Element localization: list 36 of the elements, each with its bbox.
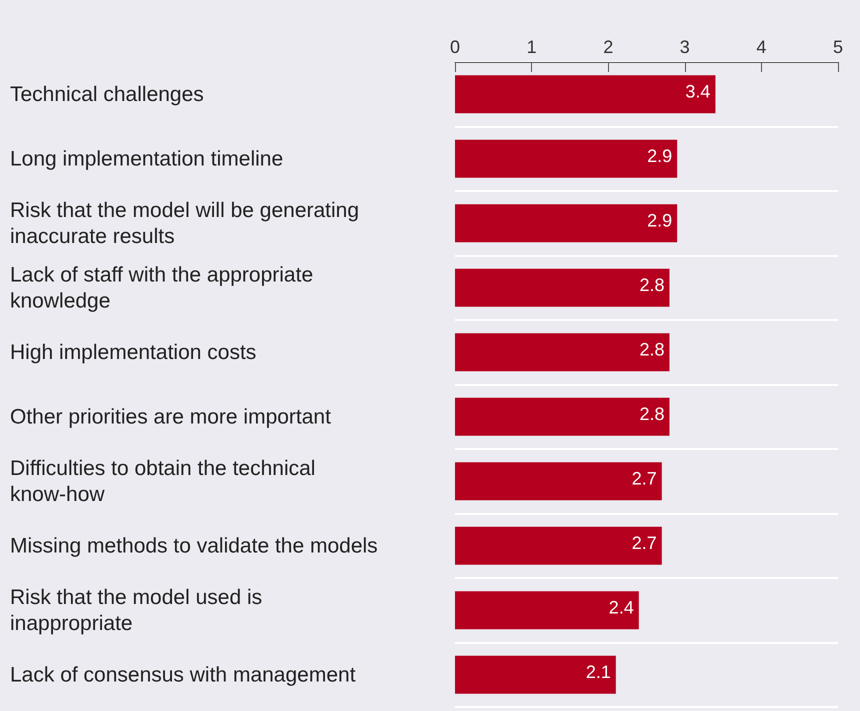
x-tick-label: 2 (603, 37, 614, 57)
bar (455, 204, 678, 242)
y-tick-label: Lack of consensus with management (10, 663, 356, 686)
bar (455, 591, 639, 630)
bar (455, 656, 616, 694)
data-label: 2.8 (639, 274, 664, 295)
y-tick-label: Technical challenges (10, 82, 204, 106)
bar (455, 398, 670, 436)
x-tick-label: 4 (756, 37, 766, 57)
data-label: 2.7 (632, 468, 657, 488)
data-label: 2.9 (647, 210, 672, 230)
y-tick-label: Long implementation timeline (10, 147, 284, 170)
data-label: 2.9 (647, 146, 672, 166)
bar (455, 268, 670, 307)
data-label: 2.4 (608, 597, 634, 618)
data-label: 2.8 (639, 339, 664, 360)
y-tick-label: Lack of staff with the appropriate knowledge (10, 263, 319, 312)
bar (455, 462, 662, 500)
data-label: 2.7 (632, 532, 657, 553)
bar (455, 526, 662, 565)
y-tick-label: Missing methods to validate the models (10, 534, 378, 558)
x-tick-label: 3 (680, 37, 690, 57)
bar (455, 75, 716, 114)
bar (455, 333, 670, 372)
y-tick-label: Difficulties to obtain the technical know-how (10, 456, 322, 506)
data-label: 3.4 (685, 81, 710, 102)
y-tick-label: Other priorities are more important (10, 405, 332, 428)
y-tick-label: High implementation costs (10, 340, 256, 364)
x-tick-label: 1 (526, 37, 537, 57)
y-tick-label: Risk that the model will be generating inaccurate results (10, 198, 365, 248)
data-label: 2.1 (586, 662, 611, 682)
y-tick-label: Risk that the model used is inappropriate (10, 586, 268, 635)
x-tick-label: 0 (450, 37, 460, 57)
data-label: 2.8 (639, 404, 664, 424)
bar (455, 140, 678, 178)
x-tick-label: 5 (832, 37, 844, 57)
